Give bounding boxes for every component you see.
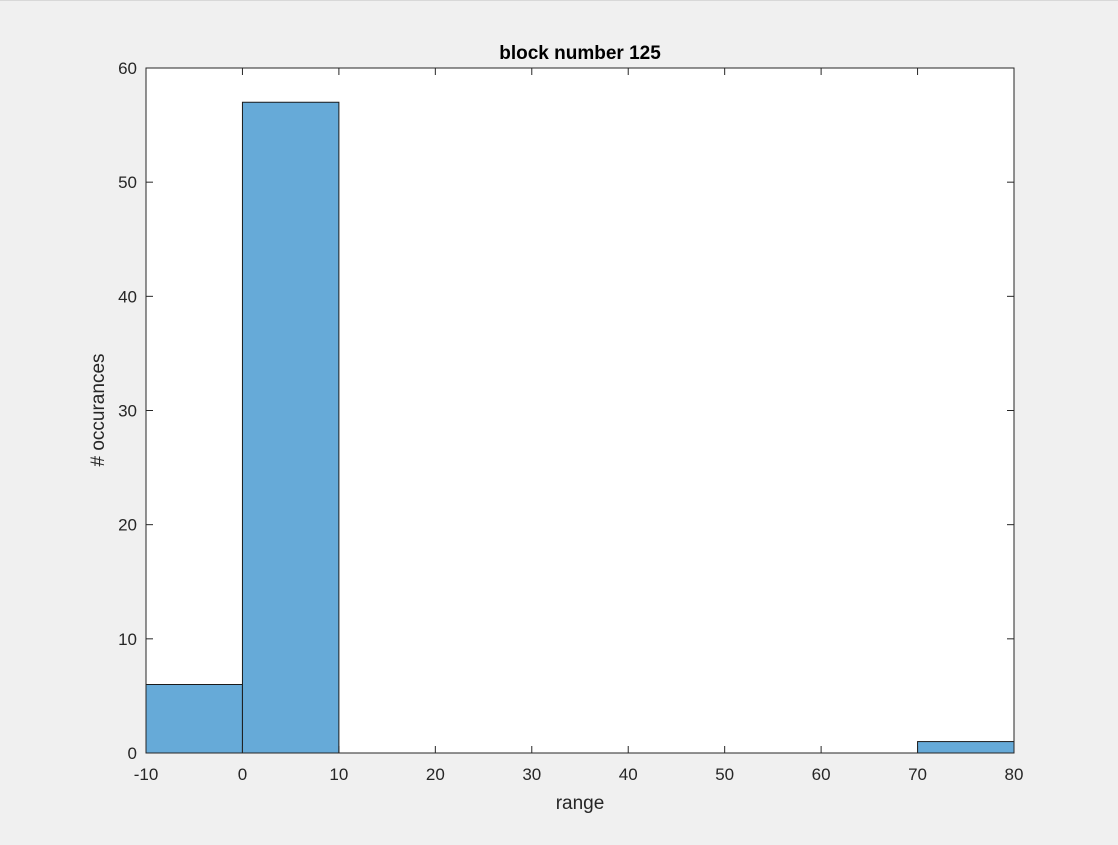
x-tick-label: 60: [812, 765, 831, 784]
bars: [145, 101, 1015, 754]
plot-frame: [145, 67, 1015, 754]
x-tick-label: 20: [426, 765, 445, 784]
histogram-bar: [241, 101, 340, 754]
x-tick-labels: -10 0 10 20 30 40 50 60 70 80: [134, 765, 1024, 784]
x-tick-label: 50: [715, 765, 734, 784]
histogram-bar: [145, 684, 243, 754]
y-tick-label: 50: [118, 173, 137, 192]
x-tick-label: 10: [329, 765, 348, 784]
x-tick-label: -10: [134, 765, 159, 784]
y-tick-label: 20: [118, 516, 137, 535]
x-tick-label: 80: [1005, 765, 1024, 784]
y-tick-label: 30: [118, 402, 137, 421]
y-tick-label: 40: [118, 287, 137, 306]
histogram-bar: [917, 741, 1015, 754]
x-tick-label: 70: [908, 765, 927, 784]
y-tick-label: 60: [118, 59, 137, 78]
y-tick-label: 10: [118, 630, 137, 649]
x-axis-label: range: [556, 793, 605, 814]
chart-title: block number 125: [499, 43, 661, 64]
y-tick-labels: 0 10 20 30 40 50 60: [118, 59, 137, 763]
y-tick-label: 0: [128, 744, 137, 763]
y-axis-label: # occurances: [88, 353, 109, 466]
x-tick-label: 40: [619, 765, 638, 784]
x-tick-label: 0: [238, 765, 247, 784]
x-tick-label: 30: [522, 765, 541, 784]
